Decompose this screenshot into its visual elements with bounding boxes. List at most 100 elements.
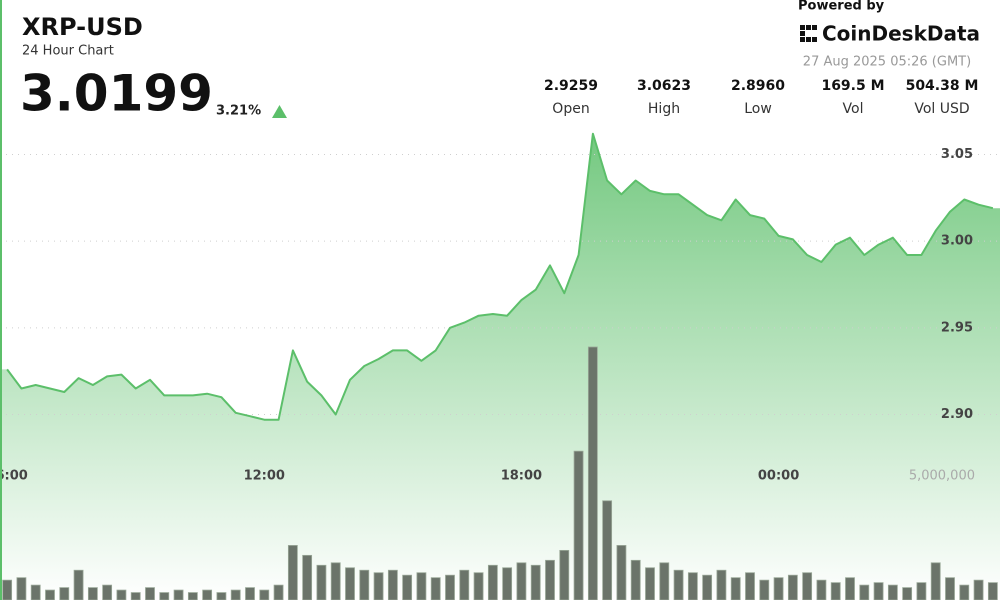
stat-label: Low <box>744 101 772 117</box>
left-border <box>0 0 2 600</box>
volume-bar <box>287 545 298 600</box>
volume-bar <box>387 569 398 600</box>
volume-bar <box>959 584 970 600</box>
volume-bar <box>973 579 984 600</box>
stat-label: Vol USD <box>914 101 969 117</box>
y-tick-label: 3.05 <box>941 147 973 162</box>
volume-bar <box>216 592 227 600</box>
volume-bar <box>130 592 141 600</box>
stat-label: High <box>648 101 680 117</box>
change: 3.21% <box>216 104 261 119</box>
volume-bar <box>416 572 427 600</box>
volume-bar <box>573 450 584 600</box>
volume-bar <box>730 577 741 600</box>
volume-bar <box>630 559 641 600</box>
stat-value: 504.38 M <box>906 78 979 94</box>
powered-by: Powered by <box>798 0 885 14</box>
volume-bar <box>187 592 198 600</box>
brand-logo <box>800 25 817 42</box>
volume-bar <box>659 562 670 600</box>
title: XRP-USD <box>22 13 143 41</box>
volume-bar <box>430 577 441 600</box>
volume-bar <box>330 562 341 600</box>
volume-bar <box>616 545 627 600</box>
volume-bar <box>902 587 913 600</box>
stat-value: 3.0623 <box>637 78 691 94</box>
volume-bar <box>73 569 84 600</box>
stat-label: Open <box>552 101 589 117</box>
price-line <box>6 132 994 421</box>
volume-bar <box>202 589 213 600</box>
volume-bar <box>687 572 698 600</box>
y2-tick-label: 5,000,000 <box>909 468 975 483</box>
volume-bar <box>787 574 798 600</box>
volume-bar <box>602 500 613 600</box>
plot: 2.90 2.95 3.00 3.05 5,000,000 06:00 12:00 18:00… <box>0 132 1000 600</box>
y-tick-label: 2.90 <box>941 407 973 422</box>
volume-bar <box>59 587 70 600</box>
volume-bar <box>259 589 270 600</box>
volume-bar <box>559 549 570 600</box>
volume-bar <box>273 584 284 600</box>
volume-bar <box>802 572 813 600</box>
volume-bar <box>745 572 755 600</box>
volume-bar <box>530 564 541 600</box>
volume-bar <box>373 572 384 600</box>
volume-bar <box>716 569 727 600</box>
volume-bar <box>916 582 927 600</box>
volume-bar <box>230 589 241 600</box>
volume-bar <box>316 564 327 600</box>
volume-bar <box>545 559 555 600</box>
volume-bar <box>645 567 655 600</box>
stat-value: 2.9259 <box>544 78 598 94</box>
volume-bar <box>873 582 884 600</box>
volume-bar <box>159 592 170 600</box>
stat-value: 169.5 M <box>821 78 884 94</box>
y-tick-label: 3.00 <box>941 234 973 249</box>
volume-bar <box>502 567 513 600</box>
volume-bar <box>145 587 155 600</box>
stats: 2.9259 Open 3.0623 High 2.8960 Low 169.5 M Vol 5… <box>544 78 978 117</box>
volume-bar <box>116 589 127 600</box>
area-fill <box>0 133 1000 600</box>
timestamp: 27 Aug 2025 05:26 (GMT) <box>803 55 971 70</box>
price: 3.0199 <box>20 65 213 123</box>
volume-bar <box>516 562 527 600</box>
volume-bar <box>30 584 41 600</box>
volume-bar <box>359 569 370 600</box>
volume-bar <box>859 584 870 600</box>
x-tick-label: 06:00 <box>0 469 28 484</box>
volume-bar <box>816 579 827 600</box>
x-tick-label: 00:00 <box>758 469 799 484</box>
volume-bar <box>673 569 684 600</box>
x-tick-label: 18:00 <box>501 469 542 484</box>
volume-bar <box>473 572 484 600</box>
volume-bar <box>87 587 98 600</box>
up-arrow <box>272 105 287 118</box>
volume-bar <box>487 564 498 600</box>
volume-bar <box>302 554 313 600</box>
brand: CoinDeskData <box>822 22 980 46</box>
volume-bar <box>445 574 455 600</box>
volume-bar <box>845 577 855 600</box>
volume-bar <box>930 562 941 600</box>
stat-value: 2.8960 <box>731 78 785 94</box>
y-tick-label: 2.95 <box>941 320 973 335</box>
stat-label: Vol <box>843 101 864 117</box>
volume-bar <box>402 574 413 600</box>
volume-bar <box>345 567 355 600</box>
volume-bar <box>830 582 841 600</box>
volume-bar <box>887 584 898 600</box>
volume-bar <box>45 589 55 600</box>
volume-bar <box>2 579 13 600</box>
x-tick-label: 12:00 <box>244 469 285 484</box>
volume-bar <box>759 579 770 600</box>
volume-bar <box>587 346 598 600</box>
volume-bar <box>773 577 784 600</box>
volume-bar <box>702 574 713 600</box>
volume-bar <box>245 587 255 600</box>
volume-bar <box>16 577 27 600</box>
volume-bar <box>945 577 955 600</box>
